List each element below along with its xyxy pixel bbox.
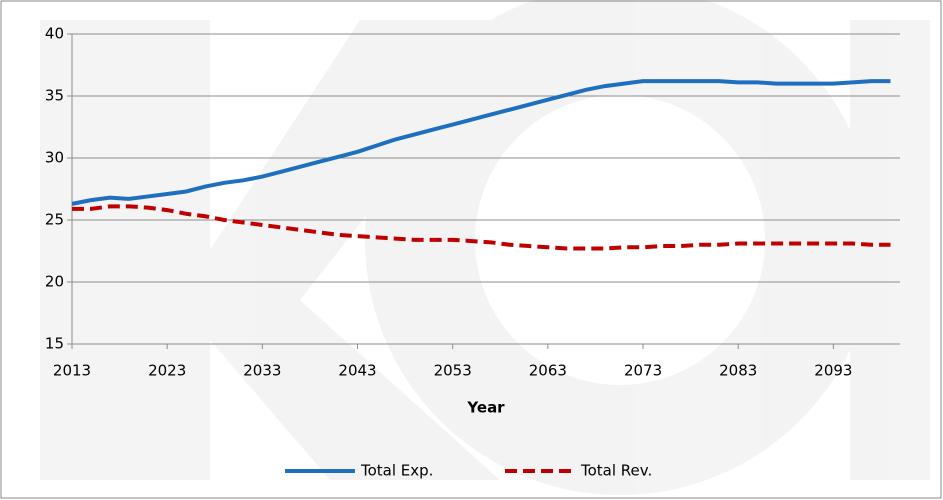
y-tick-label: 15 <box>45 335 64 353</box>
watermark <box>40 0 930 495</box>
series-line <box>71 79 891 206</box>
x-tick-label: 2043 <box>338 362 376 380</box>
series-line <box>72 204 891 251</box>
x-tick-label: 2073 <box>624 362 662 380</box>
x-tick-label: 2033 <box>243 362 281 380</box>
x-tick-label: 2013 <box>53 362 91 380</box>
y-tick-label: 35 <box>45 87 64 105</box>
x-axis-label: Year <box>466 399 505 417</box>
x-tick-label: 2023 <box>148 362 186 380</box>
y-tick-label: 30 <box>45 149 64 167</box>
legend-label: Total Exp. <box>360 462 433 480</box>
legend-label: Total Rev. <box>580 462 652 480</box>
y-tick-label: 40 <box>45 25 64 43</box>
x-tick-label: 2053 <box>434 362 472 380</box>
x-tick-label: 2093 <box>814 362 852 380</box>
x-tick-label: 2063 <box>529 362 567 380</box>
y-tick-label: 20 <box>45 273 64 291</box>
y-tick-label: 25 <box>45 211 64 229</box>
x-tick-label: 2083 <box>719 362 757 380</box>
